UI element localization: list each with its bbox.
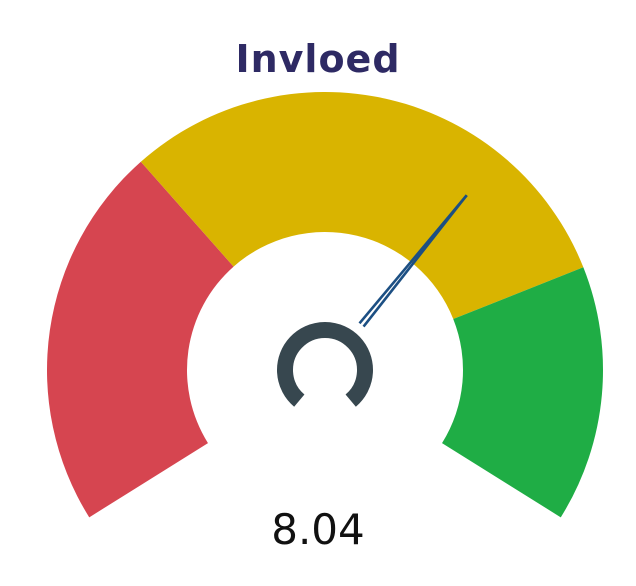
- gauge-band-yellow: [140, 91, 584, 320]
- gauge-needle-line: [362, 194, 468, 328]
- gauge-bands: [46, 91, 603, 518]
- gauge-needle: [358, 194, 468, 328]
- gauge-hub-ring: [277, 322, 373, 407]
- gauge-title: Invloed: [235, 37, 401, 81]
- gauge-hub: [277, 322, 373, 407]
- gauge-value: 8.04: [271, 505, 365, 554]
- gauge-band-green: [442, 267, 603, 518]
- gauge-band-red: [46, 161, 234, 518]
